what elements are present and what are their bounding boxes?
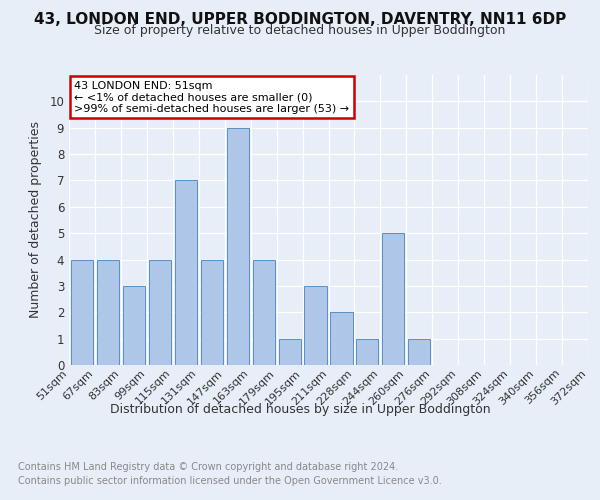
- Bar: [356, 338, 379, 365]
- Text: 43 LONDON END: 51sqm
← <1% of detached houses are smaller (0)
>99% of semi-detac: 43 LONDON END: 51sqm ← <1% of detached h…: [74, 81, 349, 114]
- Bar: [304, 286, 326, 365]
- Bar: [175, 180, 197, 365]
- Bar: [97, 260, 119, 365]
- Text: Contains public sector information licensed under the Open Government Licence v3: Contains public sector information licen…: [18, 476, 442, 486]
- Bar: [382, 233, 404, 365]
- Bar: [71, 260, 93, 365]
- Text: Distribution of detached houses by size in Upper Boddington: Distribution of detached houses by size …: [110, 402, 490, 415]
- Bar: [278, 338, 301, 365]
- Text: Contains HM Land Registry data © Crown copyright and database right 2024.: Contains HM Land Registry data © Crown c…: [18, 462, 398, 472]
- Y-axis label: Number of detached properties: Number of detached properties: [29, 122, 43, 318]
- Bar: [227, 128, 249, 365]
- Bar: [253, 260, 275, 365]
- Bar: [331, 312, 353, 365]
- Bar: [149, 260, 171, 365]
- Bar: [123, 286, 145, 365]
- Text: 43, LONDON END, UPPER BODDINGTON, DAVENTRY, NN11 6DP: 43, LONDON END, UPPER BODDINGTON, DAVENT…: [34, 12, 566, 28]
- Bar: [408, 338, 430, 365]
- Text: Size of property relative to detached houses in Upper Boddington: Size of property relative to detached ho…: [94, 24, 506, 37]
- Bar: [200, 260, 223, 365]
